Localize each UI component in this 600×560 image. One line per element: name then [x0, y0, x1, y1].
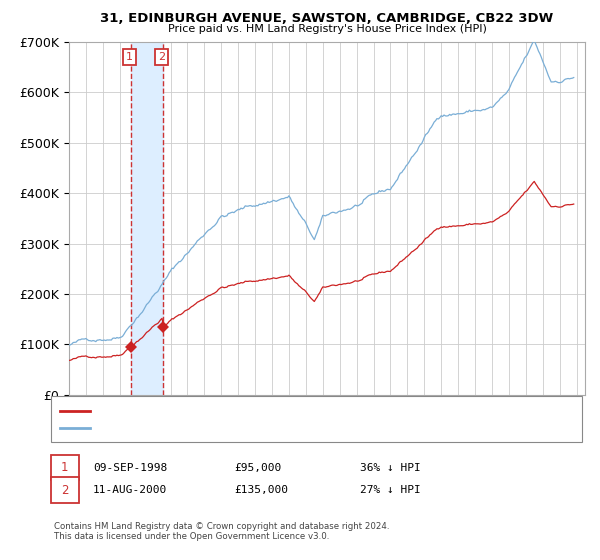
Text: 11-AUG-2000: 11-AUG-2000 — [93, 485, 167, 495]
Text: 31, EDINBURGH AVENUE, SAWSTON, CAMBRIDGE, CB22 3DW (detached house): 31, EDINBURGH AVENUE, SAWSTON, CAMBRIDGE… — [96, 405, 485, 416]
Text: £95,000: £95,000 — [234, 463, 281, 473]
Text: 1: 1 — [61, 461, 68, 474]
Text: 36% ↓ HPI: 36% ↓ HPI — [360, 463, 421, 473]
Text: 2: 2 — [158, 52, 165, 62]
Text: 1: 1 — [126, 52, 133, 62]
Text: 2: 2 — [61, 483, 68, 497]
Text: 31, EDINBURGH AVENUE, SAWSTON, CAMBRIDGE, CB22 3DW: 31, EDINBURGH AVENUE, SAWSTON, CAMBRIDGE… — [100, 12, 554, 25]
Text: Contains HM Land Registry data © Crown copyright and database right 2024.
This d: Contains HM Land Registry data © Crown c… — [54, 522, 389, 542]
Text: Price paid vs. HM Land Registry's House Price Index (HPI): Price paid vs. HM Land Registry's House … — [167, 24, 487, 34]
Text: £135,000: £135,000 — [234, 485, 288, 495]
Text: HPI: Average price, detached house, South Cambridgeshire: HPI: Average price, detached house, Sout… — [96, 423, 386, 433]
Text: 09-SEP-1998: 09-SEP-1998 — [93, 463, 167, 473]
Text: 27% ↓ HPI: 27% ↓ HPI — [360, 485, 421, 495]
Bar — [131, 42, 163, 395]
